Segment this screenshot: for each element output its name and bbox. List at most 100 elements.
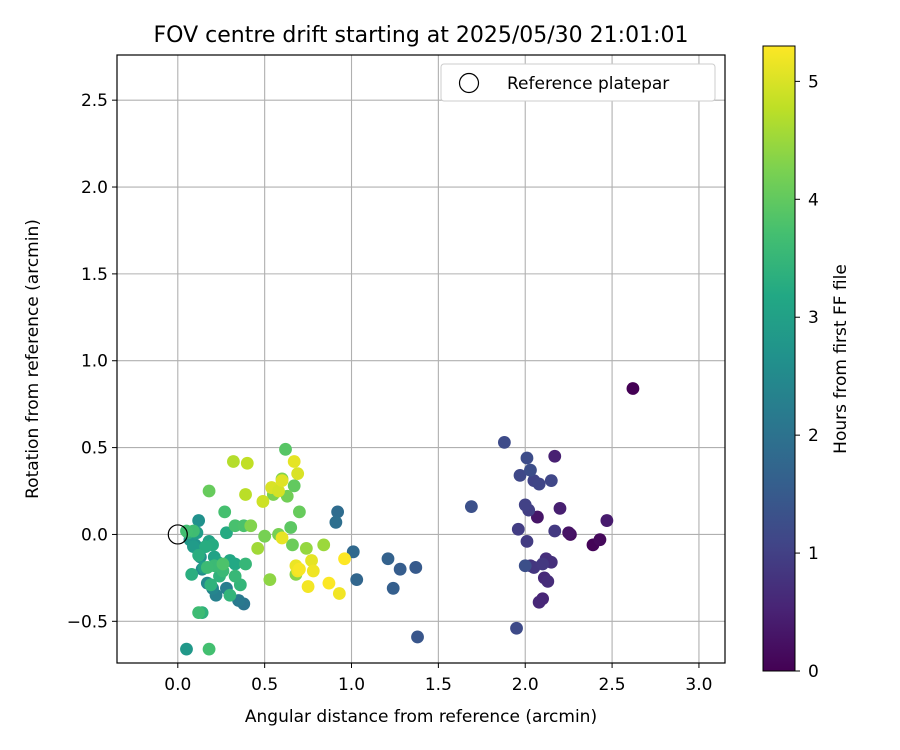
data-point xyxy=(244,519,258,533)
data-point xyxy=(593,533,607,547)
reference-marker xyxy=(167,524,188,545)
data-point xyxy=(185,568,199,581)
colorbar-tick-label: 2 xyxy=(808,426,819,446)
data-point xyxy=(202,642,216,656)
y-tick-label: 0.0 xyxy=(81,525,108,545)
data-point xyxy=(199,540,212,554)
data-point xyxy=(393,562,407,576)
data-point xyxy=(299,541,313,555)
data-point xyxy=(275,531,289,545)
data-point xyxy=(524,463,537,477)
data-point xyxy=(240,456,254,470)
y-tick-label: 1.5 xyxy=(81,265,108,285)
legend-box xyxy=(440,63,716,102)
data-point xyxy=(541,574,555,588)
data-point xyxy=(192,606,206,620)
data-point xyxy=(322,576,336,590)
data-point xyxy=(192,548,206,562)
data-point xyxy=(600,514,614,527)
data-point xyxy=(228,557,242,571)
data-point xyxy=(239,488,252,501)
legend: Reference platepar xyxy=(440,63,716,102)
data-point xyxy=(272,484,285,498)
data-point xyxy=(306,564,320,578)
data-point xyxy=(287,455,301,468)
data-point xyxy=(548,524,562,538)
data-point xyxy=(518,559,532,573)
plot-frame xyxy=(116,54,726,664)
x-tick-label: 1.0 xyxy=(338,675,365,695)
data-point xyxy=(275,474,289,487)
reference-platepar-marker xyxy=(167,524,188,545)
data-point xyxy=(329,515,343,529)
data-point xyxy=(518,498,532,512)
colorbar-ticks: 0 1 2 3 4 5 xyxy=(795,72,819,682)
colorbar-gradient xyxy=(762,45,796,672)
y-tick-label: 1.0 xyxy=(81,352,108,372)
data-point xyxy=(293,505,306,519)
data-point xyxy=(256,495,270,508)
x-tick-label: 0.0 xyxy=(164,675,191,695)
y-tick-label: −0.5 xyxy=(67,612,108,632)
data-point xyxy=(291,467,305,481)
chart-title: FOV centre drift starting at 2025/05/30 … xyxy=(154,23,689,48)
data-point xyxy=(381,552,395,566)
x-tick-label: 1.5 xyxy=(425,675,452,695)
data-point xyxy=(626,382,640,395)
data-point xyxy=(510,621,523,635)
colorbar-tick-label: 4 xyxy=(808,190,819,210)
data-point xyxy=(284,521,298,534)
x-axis-label: Angular distance from reference (arcmin) xyxy=(245,707,597,727)
data-point xyxy=(258,529,272,543)
y-axis-label: Rotation from reference (arcmin) xyxy=(23,219,43,499)
data-point xyxy=(228,569,242,583)
data-point xyxy=(548,449,562,463)
colorbar-tick-label: 1 xyxy=(808,544,819,564)
data-point xyxy=(301,580,315,593)
data-point xyxy=(350,573,364,587)
data-points xyxy=(180,382,640,656)
data-point xyxy=(513,468,527,482)
y-tick-label: 2.0 xyxy=(81,178,108,198)
data-point xyxy=(293,562,306,576)
colorbar: 0 1 2 3 4 5 Hours from first FF file xyxy=(762,45,851,682)
data-point xyxy=(204,578,218,592)
data-point xyxy=(216,557,230,571)
data-point xyxy=(386,581,400,595)
data-point xyxy=(497,435,511,449)
data-point xyxy=(263,573,277,587)
data-point xyxy=(251,541,265,555)
x-tick-label: 0.5 xyxy=(251,675,278,695)
legend-entry-label: Reference platepar xyxy=(507,74,669,94)
colorbar-tick-label: 3 xyxy=(808,308,819,328)
data-point xyxy=(226,455,240,468)
data-point xyxy=(287,479,301,493)
data-point xyxy=(286,538,299,552)
data-point xyxy=(520,535,534,548)
colorbar-label: Hours from first FF file xyxy=(831,264,851,454)
x-tick-label: 2.0 xyxy=(512,675,539,695)
x-tick-label: 3.0 xyxy=(685,675,712,695)
colorbar-tick-label: 0 xyxy=(808,662,819,682)
data-point xyxy=(317,538,331,552)
data-point xyxy=(279,442,292,456)
data-point xyxy=(338,552,351,566)
x-tick-label: 2.5 xyxy=(599,675,626,695)
data-point xyxy=(332,587,346,600)
data-point xyxy=(192,514,206,527)
data-point xyxy=(511,522,525,536)
data-point xyxy=(530,510,544,524)
data-point xyxy=(346,545,360,559)
data-point xyxy=(553,501,567,515)
data-point xyxy=(532,477,546,491)
data-point xyxy=(220,526,233,540)
data-point xyxy=(536,557,549,571)
data-point xyxy=(180,642,193,656)
data-point xyxy=(520,451,534,465)
data-point xyxy=(200,561,214,574)
data-point xyxy=(464,500,478,514)
data-point xyxy=(331,505,345,519)
data-point xyxy=(305,554,318,567)
data-point xyxy=(532,595,546,609)
